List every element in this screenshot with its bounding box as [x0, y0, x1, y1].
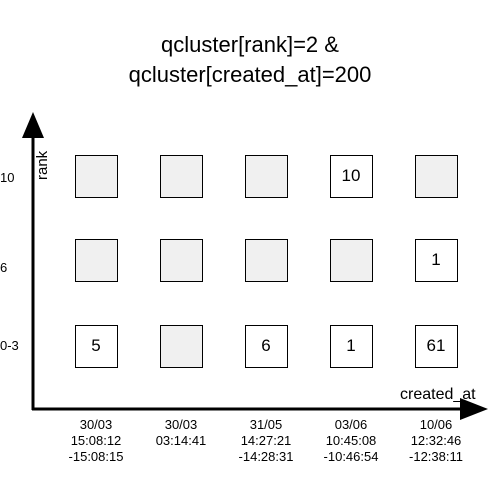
empty-cell	[244, 238, 288, 282]
empty-cell	[159, 238, 203, 282]
x-tick-line: -14:28:31	[238, 449, 294, 464]
diagram-title-line-1: qcluster[rank]=2 &	[161, 32, 339, 57]
x-tick-label: 31/05 14:27:21 -14:28:31	[221, 417, 311, 465]
x-tick-line: 14:27:21	[240, 433, 292, 448]
x-tick-label: 10/06 12:32:46 -12:38:11	[391, 417, 481, 465]
x-axis-arrowhead	[460, 398, 488, 420]
x-tick-line: 30/03	[164, 417, 198, 432]
x-tick-line: 31/05	[249, 417, 283, 432]
cluster-cell: 1	[329, 324, 373, 368]
x-tick-line: -15:08:15	[68, 449, 124, 464]
y-axis-label: rank	[34, 150, 51, 180]
x-tick-line: 10:45:08	[325, 433, 377, 448]
x-tick-label: 30/03 15:08:12 -15:08:15	[51, 417, 141, 465]
cluster-cell: 5	[74, 324, 118, 368]
empty-cell	[159, 324, 203, 368]
x-tick-line: 10/06	[419, 417, 453, 432]
empty-cell	[414, 154, 458, 198]
x-tick-line: 15:08:12	[70, 433, 122, 448]
x-tick-line: -12:38:11	[409, 449, 463, 464]
empty-cell	[74, 238, 118, 282]
y-tick-label: 0-3	[0, 338, 19, 353]
x-tick-label: 30/03 03:14:41	[136, 417, 226, 449]
empty-cell	[244, 154, 288, 198]
x-tick-line: 12:32:46	[410, 433, 462, 448]
y-tick-label: 10	[0, 170, 15, 185]
empty-cell	[329, 238, 373, 282]
y-axis-arrowhead	[22, 112, 44, 138]
y-tick-label: 6	[0, 260, 8, 275]
cluster-cell: 6	[244, 324, 288, 368]
x-tick-line: -10:46:54	[323, 449, 379, 464]
x-tick-line: 03/06	[334, 417, 368, 432]
x-axis-label: created_at	[400, 386, 476, 403]
cluster-cell: 1	[414, 238, 458, 282]
cluster-cell: 61	[414, 324, 458, 368]
cluster-cell: 10	[329, 154, 373, 198]
x-tick-label: 03/06 10:45:08 -10:46:54	[306, 417, 396, 465]
x-tick-line: 30/03	[79, 417, 113, 432]
empty-cell	[74, 154, 118, 198]
empty-cell	[159, 154, 203, 198]
x-tick-line: 03:14:41	[155, 433, 207, 448]
diagram-title-line-2: qcluster[created_at]=200	[128, 62, 372, 87]
